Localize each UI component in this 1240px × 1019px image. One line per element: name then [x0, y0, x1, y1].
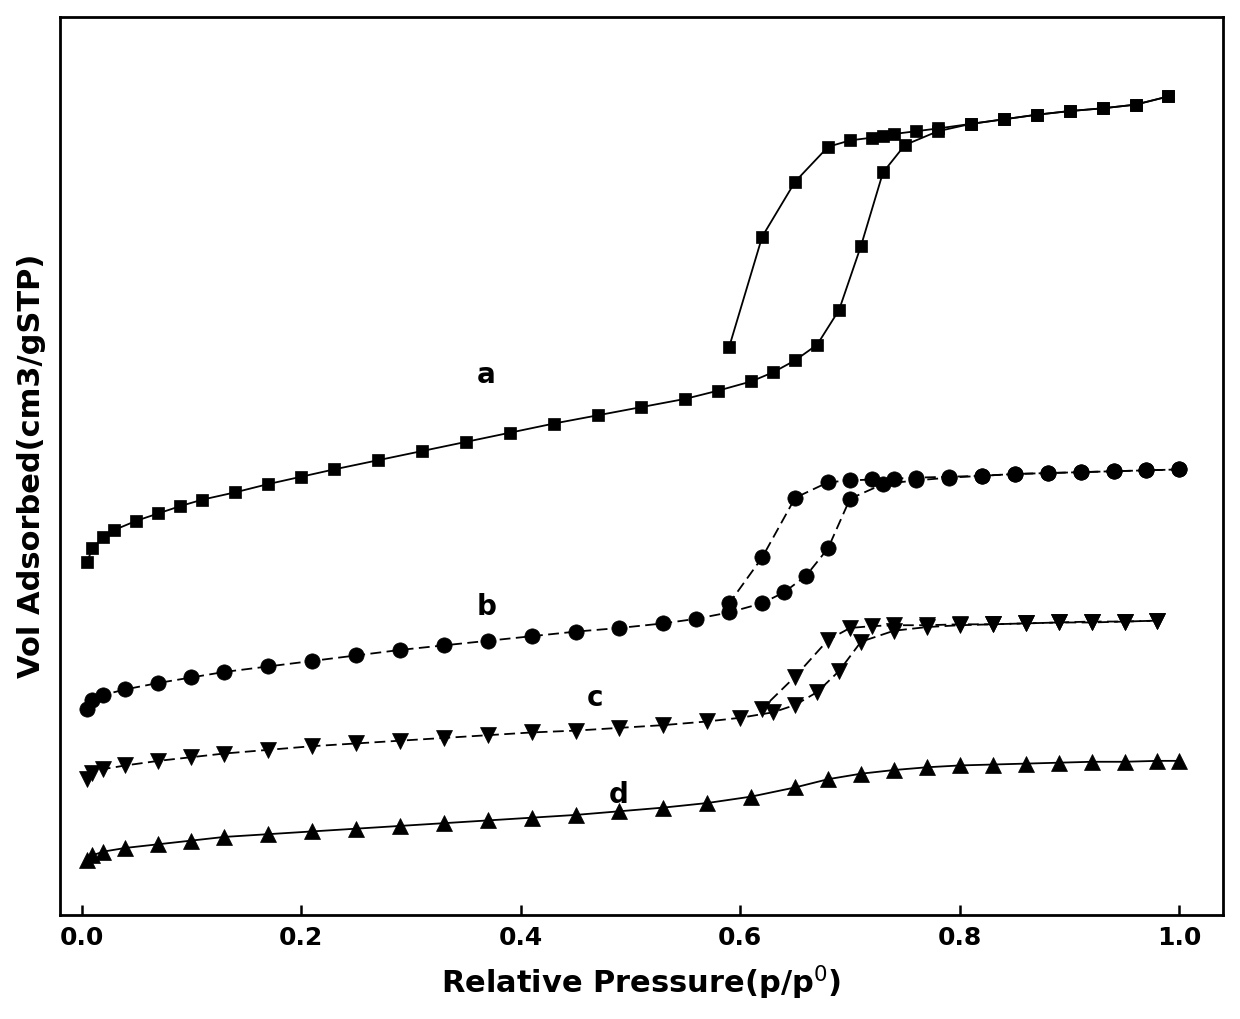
Text: d: d: [609, 781, 629, 809]
Text: a: a: [476, 362, 496, 389]
Text: b: b: [476, 593, 497, 622]
Text: c: c: [587, 684, 603, 712]
X-axis label: Relative Pressure(p/p$^0$): Relative Pressure(p/p$^0$): [441, 964, 842, 1003]
Y-axis label: Vol Adsorbed(cm3/gSTP): Vol Adsorbed(cm3/gSTP): [16, 254, 46, 678]
